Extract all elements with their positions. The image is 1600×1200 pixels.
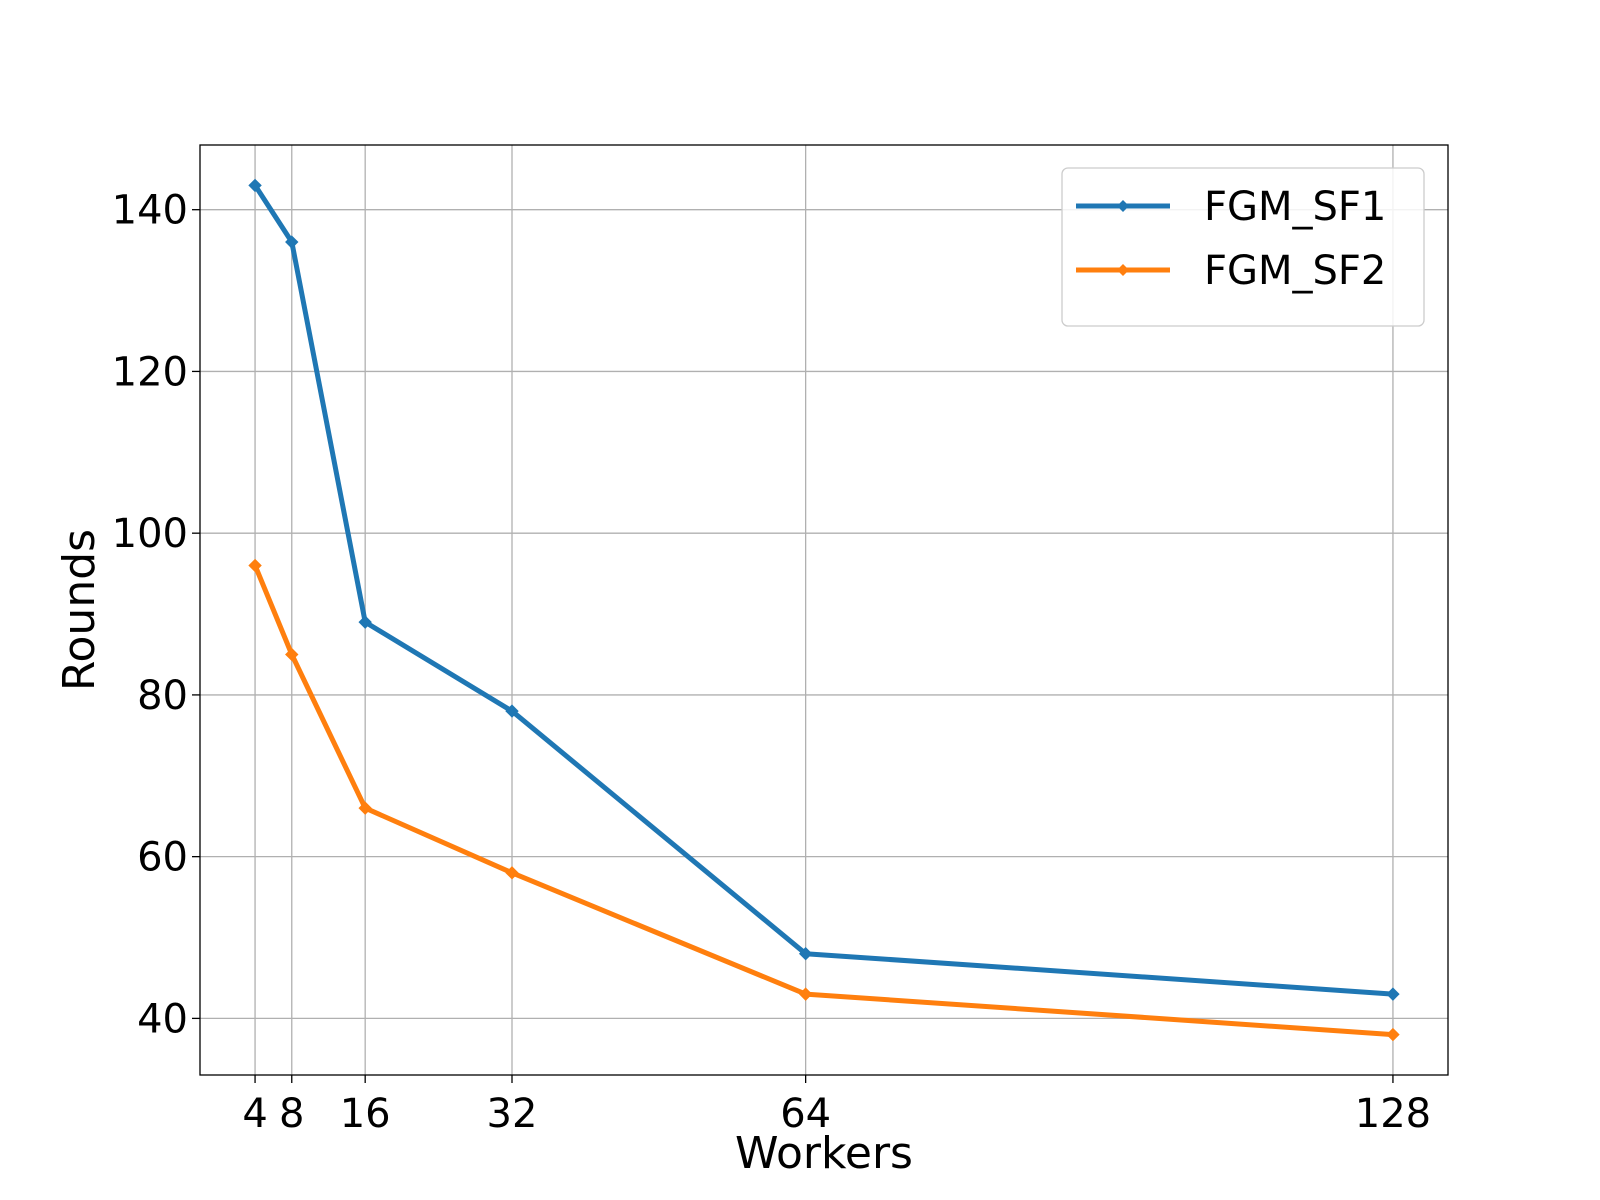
data-point bbox=[285, 647, 299, 662]
series-fgm-sf2 bbox=[248, 558, 1400, 1042]
y-axis-label: Rounds bbox=[54, 529, 105, 691]
x-axis-label: Workers bbox=[735, 1128, 913, 1179]
axis-ticks: 4 8 16 32 64 128 40 60 80 100 120 140 bbox=[112, 188, 1431, 1137]
legend-marker bbox=[1117, 264, 1129, 276]
y-tick-label: 140 bbox=[112, 188, 188, 234]
y-tick-label: 40 bbox=[137, 996, 188, 1042]
y-tick-label: 120 bbox=[112, 349, 188, 395]
series-fgm-sf1 bbox=[248, 178, 1400, 1001]
legend-marker bbox=[1117, 200, 1129, 212]
data-point bbox=[248, 178, 262, 193]
data-point bbox=[798, 987, 813, 1001]
data-point bbox=[285, 235, 299, 249]
x-tick-label: 32 bbox=[487, 1091, 538, 1137]
legend-item: FGM_SF1 bbox=[1076, 184, 1386, 230]
x-tick-label: 4 bbox=[242, 1091, 267, 1137]
data-point bbox=[1386, 1027, 1400, 1042]
data-point bbox=[358, 801, 372, 815]
plot-frame bbox=[199, 144, 1449, 1076]
y-tick-label: 100 bbox=[112, 511, 188, 557]
series-line bbox=[252, 563, 1396, 1038]
data-point bbox=[505, 866, 519, 880]
x-tick-label: 16 bbox=[340, 1091, 391, 1137]
series-layer bbox=[248, 178, 1400, 1042]
x-tick-label: 128 bbox=[1355, 1091, 1431, 1137]
y-tick-label: 60 bbox=[137, 835, 188, 881]
data-point bbox=[358, 615, 372, 629]
data-point bbox=[248, 558, 262, 573]
y-tick-label: 80 bbox=[137, 673, 188, 719]
data-point bbox=[798, 946, 813, 961]
x-tick-label: 8 bbox=[279, 1091, 304, 1137]
series-line bbox=[252, 182, 1396, 997]
legend: FGM_SF1 FGM_SF2 bbox=[1061, 167, 1425, 327]
legend-label: FGM_SF2 bbox=[1204, 248, 1386, 294]
data-point bbox=[1386, 987, 1400, 1001]
data-point bbox=[505, 704, 519, 718]
legend-item: FGM_SF2 bbox=[1076, 248, 1386, 294]
x-tick-label: 64 bbox=[780, 1091, 831, 1137]
legend-label: FGM_SF1 bbox=[1204, 184, 1386, 230]
